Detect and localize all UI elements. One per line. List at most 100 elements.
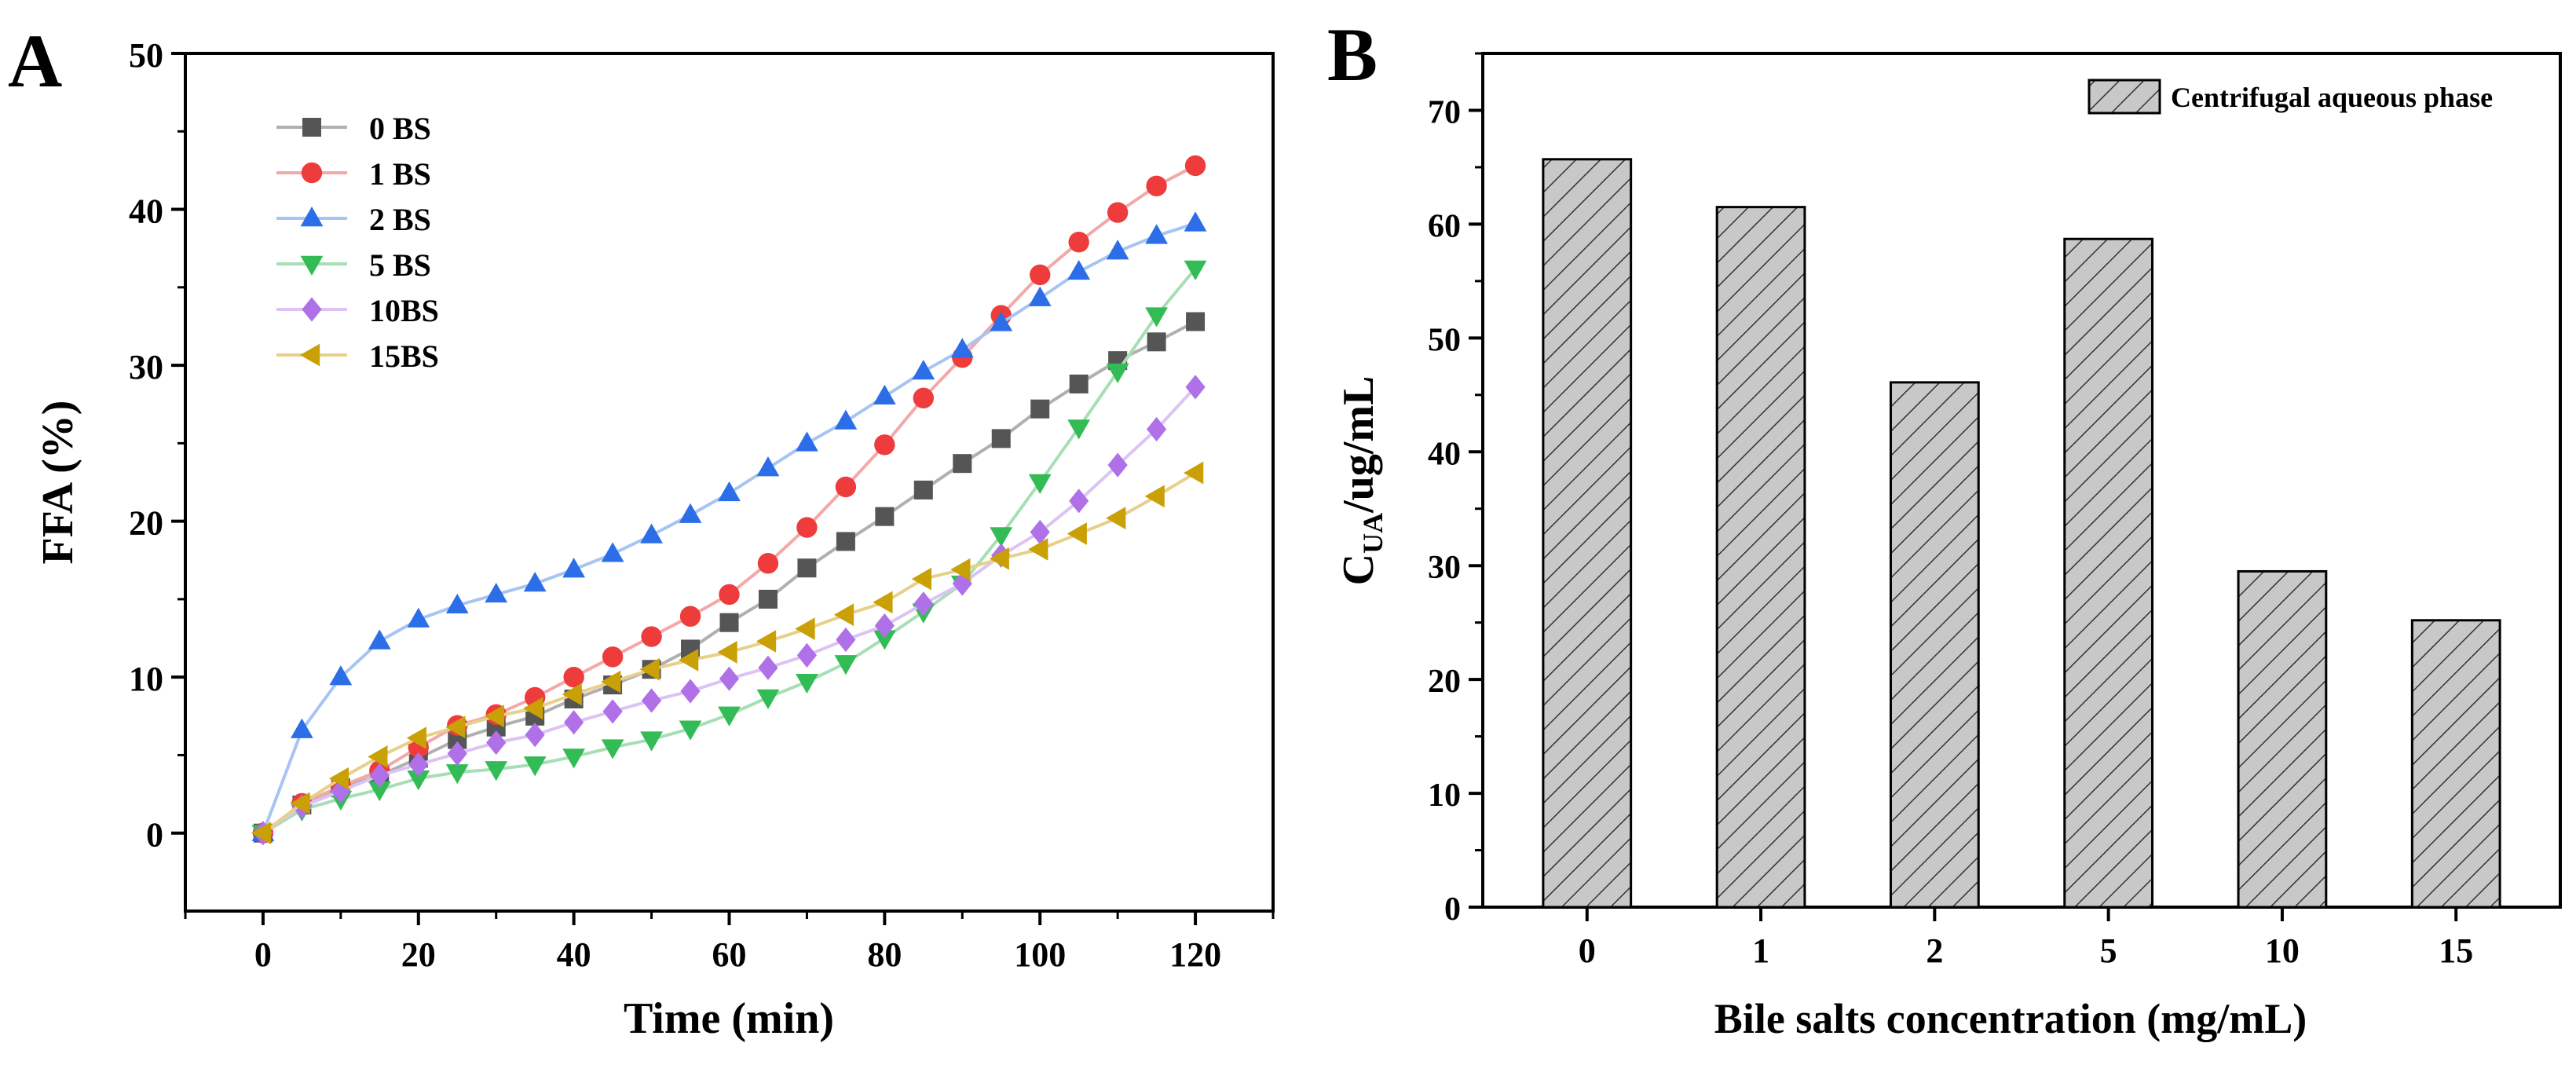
data-point xyxy=(833,603,854,627)
data-point xyxy=(523,572,547,592)
data-point xyxy=(756,689,780,709)
data-point xyxy=(1147,332,1166,352)
legend-item: 15BS xyxy=(276,339,439,374)
data-point xyxy=(1145,224,1169,244)
data-point xyxy=(368,781,391,802)
data-point xyxy=(407,607,430,628)
data-point xyxy=(989,547,1009,570)
data-point xyxy=(368,629,391,650)
data-point xyxy=(913,591,934,617)
data-point xyxy=(953,454,972,474)
data-point xyxy=(640,731,663,752)
legend-label: 2 BS xyxy=(369,202,431,237)
panel-a-label: A xyxy=(8,19,62,103)
data-point xyxy=(485,761,508,781)
panel-b-label: B xyxy=(1327,13,1378,97)
y-tick-label: 30 xyxy=(1428,550,1461,586)
data-point xyxy=(1145,307,1169,328)
panel-b-plot-frame xyxy=(1481,52,2562,909)
data-point xyxy=(523,756,547,777)
data-point xyxy=(834,655,858,675)
series-2bs xyxy=(251,211,1207,841)
x-tick-label: 0 xyxy=(1579,931,1596,970)
data-point xyxy=(251,822,272,845)
data-point xyxy=(369,763,390,788)
data-point xyxy=(950,558,971,581)
data-point xyxy=(640,523,663,543)
x-tick-label: 20 xyxy=(401,935,436,974)
legend-label: 10BS xyxy=(369,293,439,328)
data-point xyxy=(795,617,815,641)
data-point xyxy=(1067,522,1087,545)
data-point xyxy=(873,630,896,650)
y-tick-label: 20 xyxy=(129,504,163,543)
data-point xyxy=(719,613,739,632)
data-point xyxy=(874,613,895,639)
panel-b-bar-chart: B 0 10 20 30 40 50 60 70 0 1 2 5 10 15 Centrifugal aq… xyxy=(1327,13,2562,1042)
legend-marker xyxy=(302,118,321,137)
y-tick-label: 50 xyxy=(129,36,163,75)
data-point xyxy=(1067,259,1091,280)
data-point xyxy=(680,679,701,704)
x-tick-label: 5 xyxy=(2100,931,2117,970)
y-tick-label: 0 xyxy=(1444,891,1461,928)
x-tick-label: 80 xyxy=(867,935,902,974)
data-point xyxy=(1186,312,1206,331)
data-point xyxy=(836,532,855,551)
data-point xyxy=(913,387,935,408)
data-point xyxy=(563,666,584,688)
bar-10 xyxy=(2237,569,2328,909)
data-point xyxy=(562,748,586,769)
data-point xyxy=(835,476,857,498)
data-point xyxy=(1146,175,1167,196)
data-point xyxy=(719,584,740,606)
panel-a-series xyxy=(251,155,1207,846)
panel-b-legend-swatch xyxy=(2088,79,2161,115)
x-tick-label: 1 xyxy=(1752,931,1769,970)
legend-label: 0 BS xyxy=(369,111,431,146)
data-point xyxy=(796,517,818,538)
y-tick-label: 60 xyxy=(1428,208,1461,244)
series-10bs xyxy=(253,375,1206,846)
data-point xyxy=(639,657,660,681)
legend-marker xyxy=(301,162,323,184)
data-point xyxy=(1030,519,1050,545)
bar-2 xyxy=(1889,381,1980,909)
data-point xyxy=(679,503,702,523)
data-point xyxy=(445,593,469,614)
data-point xyxy=(445,715,466,739)
bar-15 xyxy=(2410,619,2501,909)
data-point xyxy=(679,606,701,627)
data-point xyxy=(445,764,469,785)
panel-b-y-axis-label-main: C xyxy=(1334,554,1383,585)
series-15bs xyxy=(251,461,1204,845)
legend-item: 10BS xyxy=(276,293,439,328)
data-point xyxy=(758,589,778,609)
data-point xyxy=(1147,416,1167,442)
data-point xyxy=(641,626,662,647)
data-point xyxy=(602,699,623,724)
data-point xyxy=(564,710,584,735)
data-point xyxy=(602,646,624,668)
data-point xyxy=(757,553,779,574)
data-point xyxy=(525,723,545,748)
panel-b-bars xyxy=(1542,158,2501,909)
panel-a-legend: 0 BS 1 BS 2 BS 5 BS 10BS 15BS xyxy=(276,111,439,374)
data-point xyxy=(756,456,780,477)
data-point xyxy=(873,384,896,404)
panel-a-y-axis-label: FFA (%) xyxy=(34,401,82,565)
data-point xyxy=(485,582,508,603)
data-point xyxy=(328,767,349,790)
data-point xyxy=(834,409,858,430)
data-point xyxy=(875,507,895,526)
data-point xyxy=(1030,264,1051,286)
data-point xyxy=(796,431,818,452)
x-tick-label: 10 xyxy=(2265,931,2300,970)
x-tick-label: 60 xyxy=(712,935,747,974)
data-point xyxy=(1068,232,1089,253)
data-point xyxy=(718,481,741,502)
panel-a-line-chart: A 0 10 20 30 40 50 0 20 40 60 80 100 120 0 BS 1 BS 2 B… xyxy=(8,19,1275,1043)
data-point xyxy=(1069,374,1089,393)
x-tick-label: 15 xyxy=(2439,931,2473,970)
data-point xyxy=(991,429,1011,448)
